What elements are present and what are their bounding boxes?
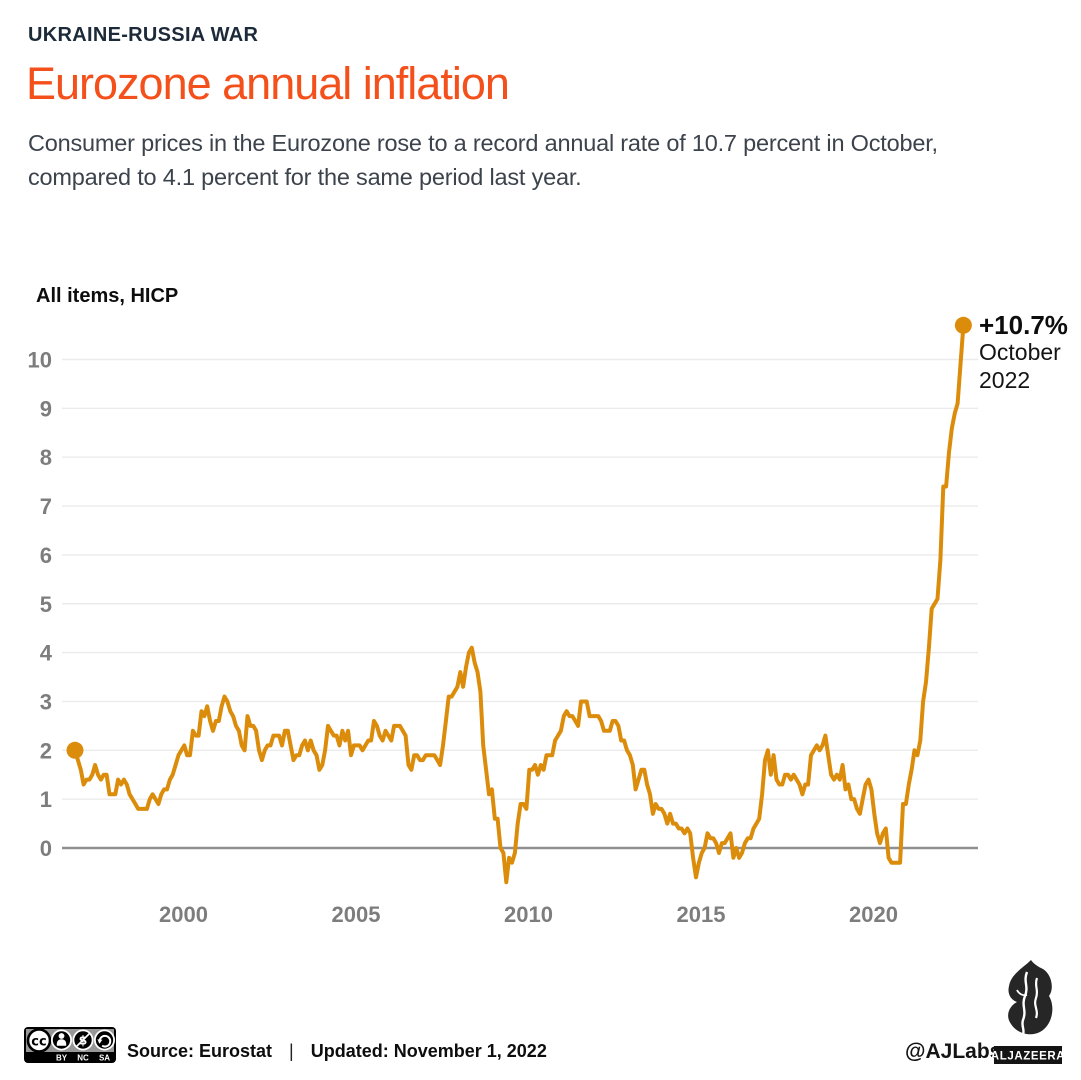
x-axis-tick-label: 2020 [849, 902, 898, 927]
y-axis-tick-label: 7 [40, 494, 52, 519]
cc-nc-label: NC [77, 1054, 89, 1063]
page-title: Eurozone annual inflation [26, 58, 510, 109]
y-axis-tick-label: 0 [40, 836, 52, 861]
cc-sa-icon [94, 1029, 116, 1051]
chart-series-label: All items, HICP [36, 285, 179, 307]
al-jazeera-calligraphy-icon [1008, 960, 1053, 1035]
source-separator: | [289, 1041, 294, 1061]
updated-text: Updated: November 1, 2022 [310, 1041, 547, 1061]
endpoint-annotation: +10.7% October 2022 [979, 312, 1068, 394]
al-jazeera-wordmark: ALJAZEERA [992, 1046, 1064, 1064]
x-axis-tick-label: 2010 [504, 902, 553, 927]
kicker-label: UKRAINE-RUSSIA WAR [28, 24, 259, 46]
ajlabs-credit: @AJLabs [905, 1040, 1002, 1063]
source-line: Source: Eurostat | Updated: November 1, … [127, 1041, 547, 1062]
y-axis-tick-label: 2 [40, 738, 52, 763]
y-axis-tick-label: 3 [40, 689, 52, 714]
cc-sa-label: SA [99, 1054, 110, 1063]
cc-license-badge: cc $ BY NC SA [24, 1027, 116, 1063]
y-axis-tick-label: 5 [40, 592, 52, 617]
svg-text:cc: cc [31, 1034, 46, 1049]
y-axis-tick-label: 10 [28, 348, 52, 373]
y-axis-tick-label: 1 [40, 787, 52, 812]
x-axis-tick-label: 2005 [332, 902, 381, 927]
cc-icon: cc [26, 1028, 52, 1053]
y-axis-tick-label: 4 [40, 641, 53, 666]
endpoint-value-label: +10.7% [979, 310, 1068, 340]
y-axis-tick-label: 9 [40, 396, 52, 421]
end-point-dot [954, 316, 972, 334]
cc-by-icon [50, 1029, 73, 1051]
source-text: Source: Eurostat [127, 1041, 273, 1061]
svg-text:ALJAZEERA: ALJAZEERA [992, 1051, 1064, 1063]
al-jazeera-logo: ALJAZEERA [992, 960, 1064, 1064]
y-axis-tick-label: 8 [40, 445, 52, 470]
inflation-line [73, 323, 966, 885]
endpoint-year-label: 2022 [979, 367, 1031, 393]
x-axis-tick-label: 2015 [677, 902, 726, 927]
x-axis-tick-label: 2000 [159, 902, 208, 927]
y-axis-tick-label: 6 [40, 543, 52, 568]
cc-by-label: BY [56, 1054, 68, 1063]
start-point-dot [66, 741, 84, 759]
page-subtitle: Consumer prices in the Eurozone rose to … [28, 130, 938, 190]
endpoint-month-label: October [979, 339, 1061, 365]
cc-nc-icon: $ [72, 1029, 94, 1051]
